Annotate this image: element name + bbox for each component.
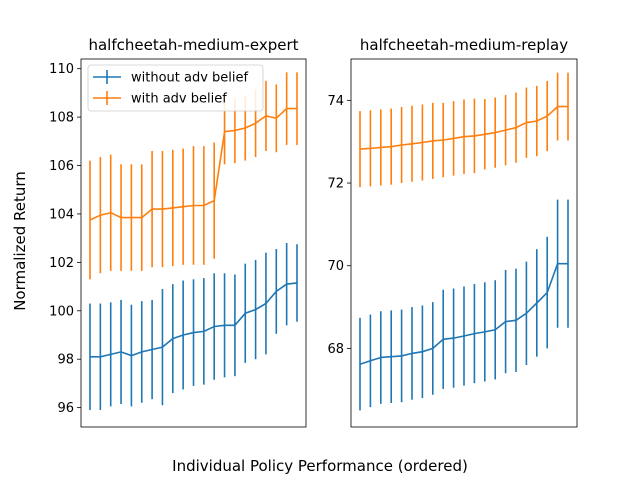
y-tick-label: 98 xyxy=(57,353,74,368)
series-line xyxy=(90,282,298,358)
y-tick-label: 68 xyxy=(327,342,344,357)
y-tick-label: 72 xyxy=(327,177,344,192)
legend: without adv belief with adv belief xyxy=(87,64,264,112)
legend-box xyxy=(87,64,264,112)
series-line xyxy=(359,105,568,150)
figure-xlabel: Individual Policy Performance (ordered) xyxy=(172,457,468,475)
axes-frame xyxy=(80,58,307,428)
y-tick-label: 104 xyxy=(49,207,74,222)
y-tick-label: 108 xyxy=(49,111,74,126)
panel-medium-replay: halfcheetah-medium-replay 68 70 72 74 xyxy=(327,36,578,428)
chart-title: halfcheetah-medium-replay xyxy=(360,36,568,54)
y-tick-label: 110 xyxy=(49,62,74,77)
y-tick-label: 70 xyxy=(327,259,344,274)
legend-entry: with adv belief xyxy=(131,92,227,107)
y-tick-label: 102 xyxy=(49,256,74,271)
series-line xyxy=(359,262,568,365)
figure-ylabel: Normalized Return xyxy=(11,171,29,311)
y-tick-label: 96 xyxy=(57,401,74,416)
y-tick-label: 74 xyxy=(327,94,344,109)
legend-entry: without adv belief xyxy=(131,71,249,86)
chart-title: halfcheetah-medium-expert xyxy=(88,36,298,54)
series-without-adv-belief xyxy=(359,199,569,411)
panel-medium-expert: halfcheetah-medium-expert 96 98 100 102 104 10… xyxy=(49,36,307,428)
y-tick-label: 106 xyxy=(49,159,74,174)
axes-frame xyxy=(350,58,578,428)
series-with-adv-belief xyxy=(359,72,569,188)
series-line xyxy=(89,107,297,221)
y-tick-label: 100 xyxy=(49,304,74,319)
series-without-adv-belief xyxy=(89,243,298,411)
